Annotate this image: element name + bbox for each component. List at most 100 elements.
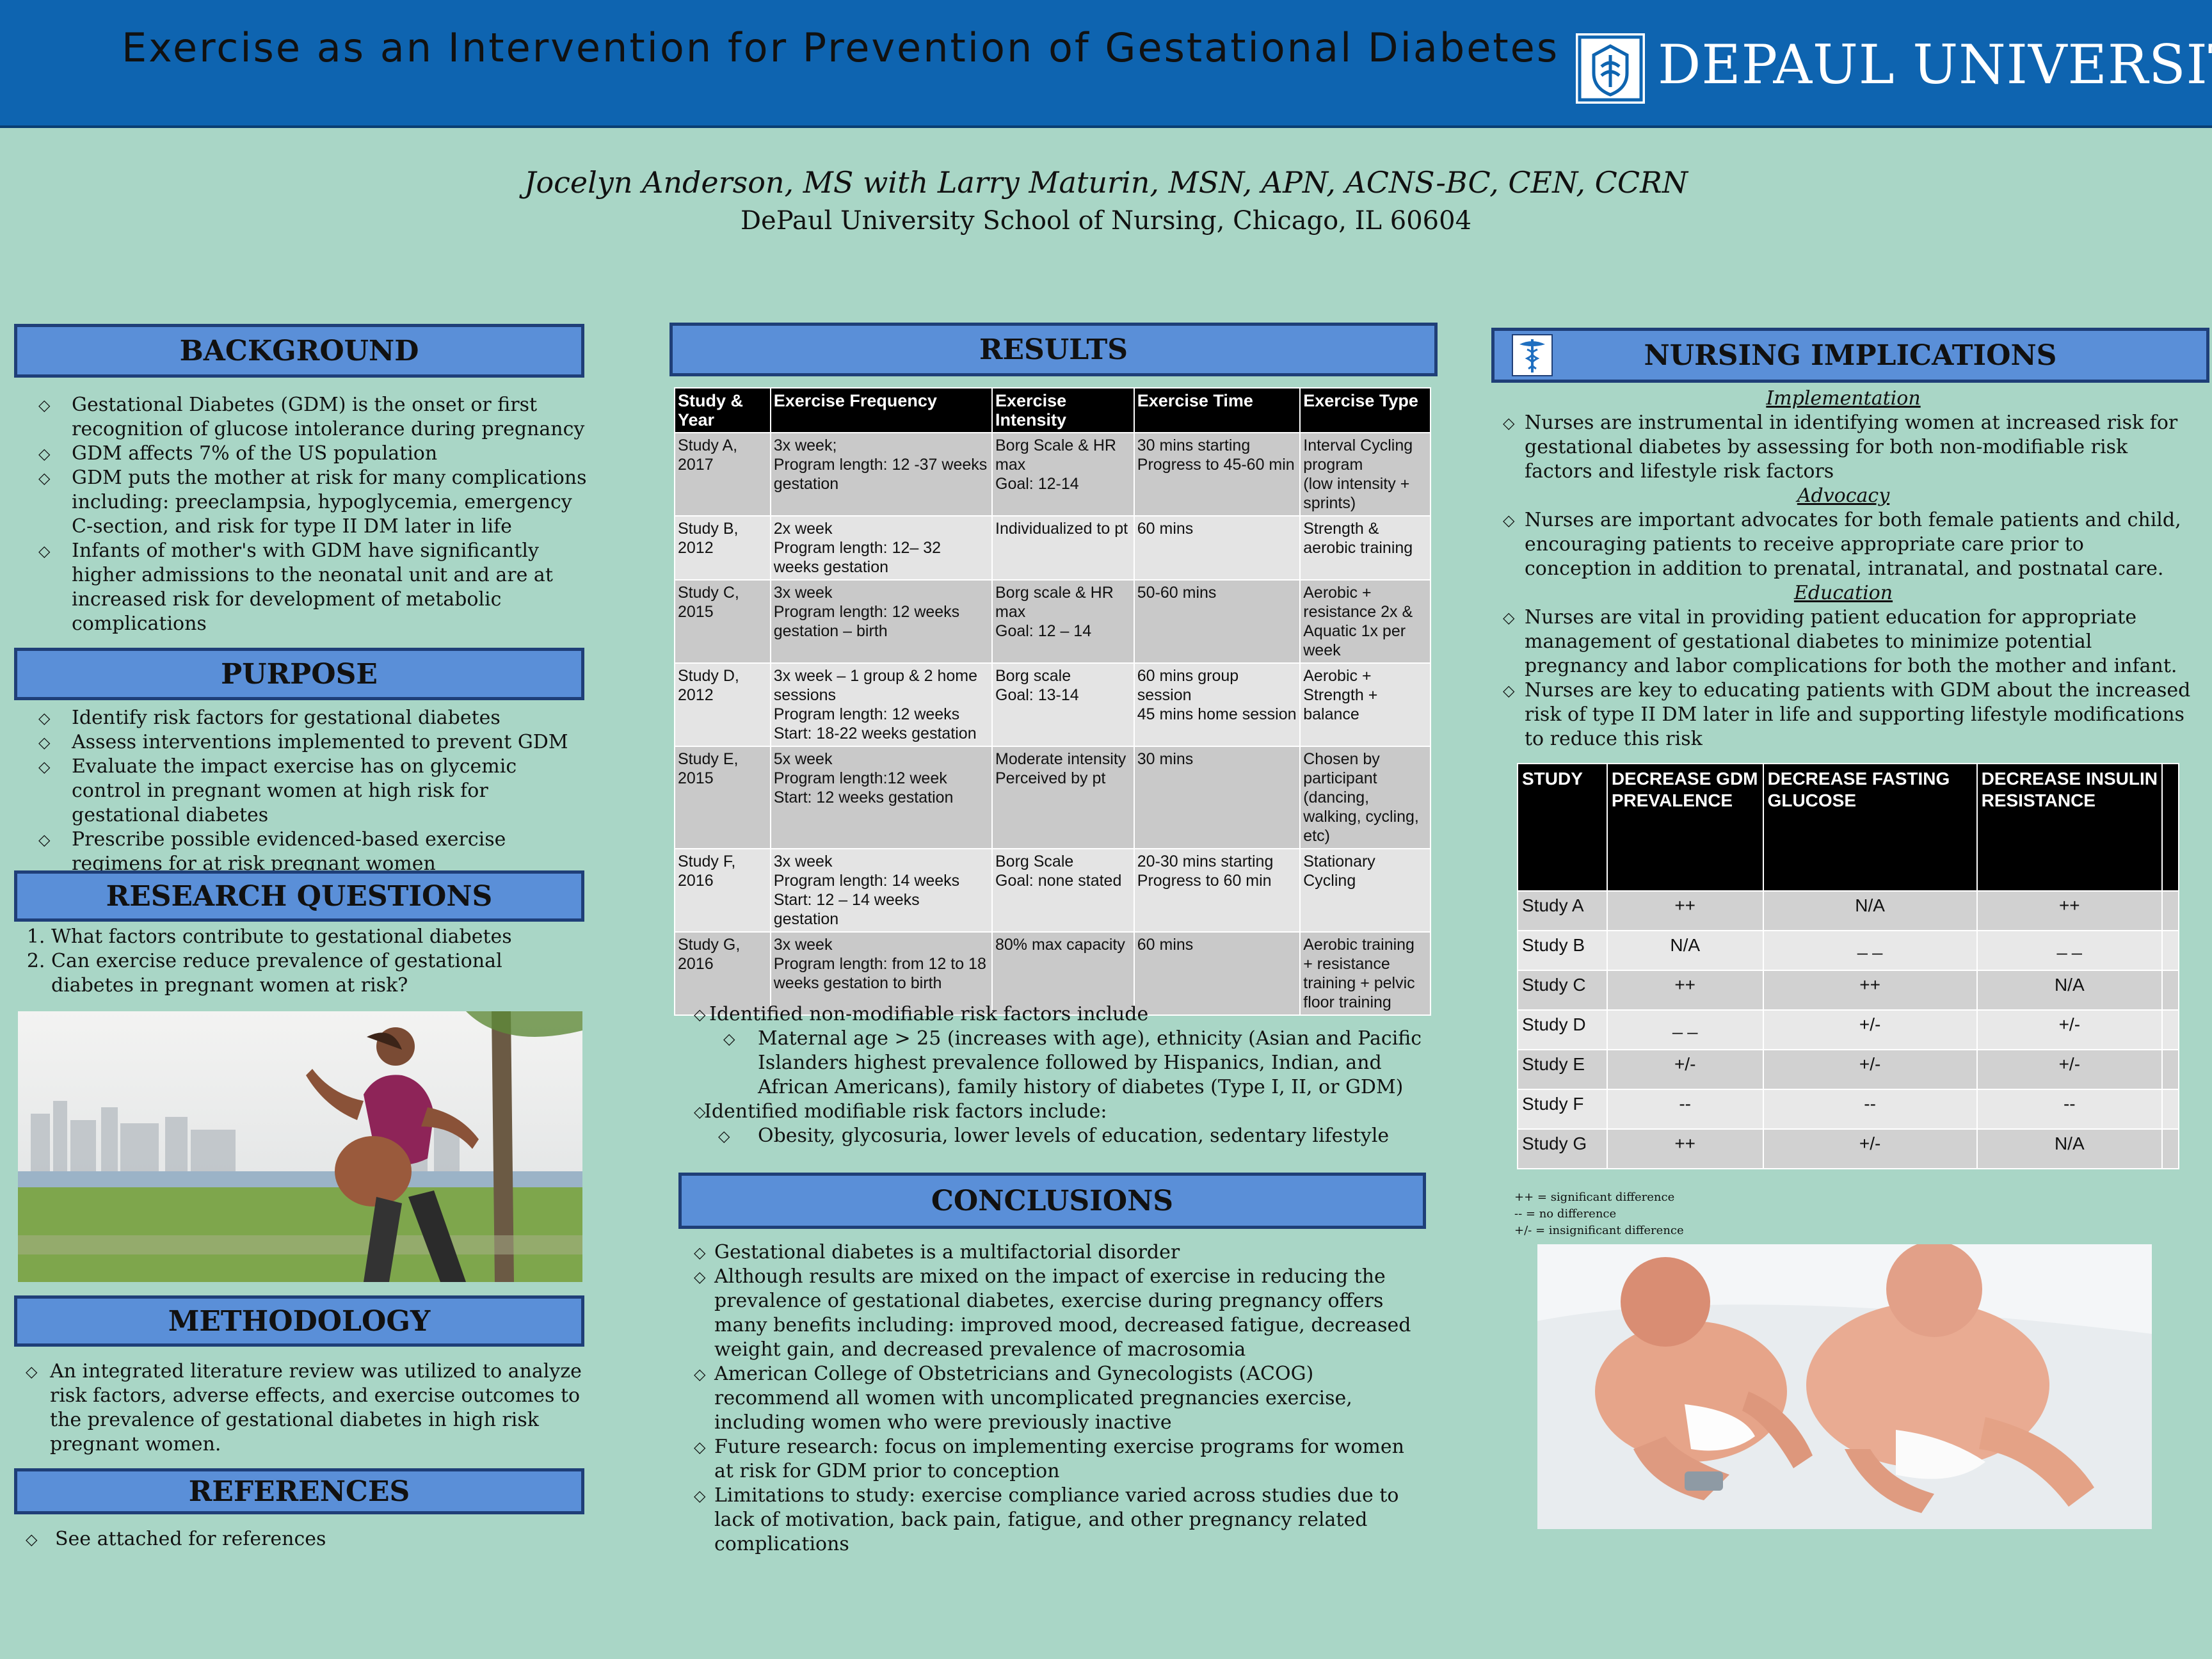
table-row: Study A ++ N/A ++ — [1517, 890, 2179, 931]
table-header: Exercise Time — [1133, 387, 1301, 433]
table-cell: Stationary Cycling — [1299, 848, 1431, 933]
table-row: Study C ++ ++ N/A — [1517, 970, 2179, 1011]
table-cell: Borg scale Goal: 13-14 — [991, 662, 1135, 747]
table-cell: ++ — [1606, 890, 1764, 931]
table-cell: -- — [1976, 1089, 2163, 1130]
table-header: Exercise Frequency — [769, 387, 993, 433]
nursing-item: Nurses are important advocates for both … — [1491, 508, 2195, 581]
legend-line: -- = no difference — [1514, 1207, 1617, 1221]
table-cell: ++ — [1976, 890, 2163, 931]
table-cell: Study C — [1517, 970, 1608, 1011]
research-questions-section: What factors contribute to gestational d… — [14, 925, 577, 998]
university-name: DEPAUL UNIVERSITY — [1658, 33, 2212, 96]
advocacy-label: Advocacy — [1797, 485, 1890, 507]
table-cell: Individualized to pt — [991, 515, 1135, 581]
table-cell: -- — [1606, 1089, 1764, 1130]
caduceus-icon — [1512, 334, 1553, 376]
table-cell: Study A, 2017 — [674, 432, 771, 517]
results-bullet: Identified modifiable risk factors inclu… — [682, 1100, 1438, 1148]
conclusions-heading: CONCLUSIONS — [678, 1173, 1426, 1229]
purpose-item: Prescribe possible evidenced-based exerc… — [27, 828, 590, 876]
table-cell-empty — [2161, 890, 2179, 931]
references-item: See attached for references — [14, 1527, 577, 1551]
table-cell: +/- — [1976, 1049, 2163, 1090]
table-cell: Study C, 2015 — [674, 579, 771, 664]
background-item: Infants of mother's with GDM have signif… — [27, 539, 590, 636]
results-bullet-text: Identified modifiable risk factors inclu… — [704, 1100, 1107, 1123]
table-cell: Chosen by participant (dancing, walking,… — [1299, 746, 1431, 849]
table-row: Study G, 2016 3x week Program length: fro… — [674, 931, 1431, 1016]
table-cell: 60 mins group session 45 mins home sessi… — [1133, 662, 1301, 747]
table-row: Study B N/A _ _ _ _ — [1517, 930, 2179, 971]
table-cell: +/- — [1762, 1049, 1978, 1090]
table-cell: Study F — [1517, 1089, 1608, 1130]
table-cell: N/A — [1976, 970, 2163, 1011]
table-row: Study F -- -- -- — [1517, 1089, 2179, 1130]
table-cell: 3x week Program length: 12 weeks gestati… — [769, 579, 993, 664]
methodology-item: An integrated literature review was util… — [14, 1359, 584, 1457]
background-item: GDM puts the mother at risk for many com… — [27, 466, 590, 539]
nursing-implications-title: NURSING IMPLICATIONS — [1644, 339, 2057, 372]
nursing-item: Nurses are vital in providing patient ed… — [1491, 605, 2195, 678]
purpose-heading: PURPOSE — [14, 648, 584, 700]
purpose-item: Evaluate the impact exercise has on glyc… — [27, 755, 590, 828]
table-cell: Borg scale & HR max Goal: 12 – 14 — [991, 579, 1135, 664]
results-bullets: Identified non-modifiable risk factors i… — [682, 1002, 1438, 1148]
table-row: Study E, 2015 5x week Program length:12 w… — [674, 746, 1431, 849]
table-cell-empty — [2161, 1049, 2179, 1090]
depaul-logo-icon — [1576, 33, 1645, 104]
methodology-section: An integrated literature review was util… — [14, 1359, 584, 1457]
purpose-item: Identify risk factors for gestational di… — [27, 706, 590, 730]
table-cell: +/- — [1606, 1049, 1764, 1090]
purpose-section: Identify risk factors for gestational di… — [27, 706, 590, 876]
table-cell: ++ — [1606, 970, 1764, 1011]
table-cell: 3x week Program length: 14 weeks Start: … — [769, 848, 993, 933]
table-header: Study & Year — [674, 387, 771, 433]
table-cell-empty — [2161, 930, 2179, 971]
table-cell-empty — [2161, 1009, 2179, 1050]
poster-title: Exercise as an Intervention for Preventi… — [122, 24, 1560, 71]
results-bullet-text: Identified non-modifiable risk factors i… — [709, 1003, 1149, 1025]
table-cell: ++ — [1762, 970, 1978, 1011]
table-cell: N/A — [1976, 1128, 2163, 1169]
nursing-implications-heading: NURSING IMPLICATIONS — [1491, 328, 2209, 383]
table-cell: -- — [1762, 1089, 1978, 1130]
table-header: Exercise Intensity — [991, 387, 1135, 433]
table-cell: _ _ — [1976, 930, 2163, 971]
table-cell: N/A — [1762, 890, 1978, 931]
table-cell: Study B — [1517, 930, 1608, 971]
table-cell: 5x week Program length:12 week Start: 12… — [769, 746, 993, 849]
table-cell: Aerobic + resistance 2x & Aquatic 1x per… — [1299, 579, 1431, 664]
table-cell: +/- — [1762, 1128, 1978, 1169]
research-questions-heading: RESEARCH QUESTIONS — [14, 870, 584, 922]
table-cell-empty — [2161, 1128, 2179, 1169]
conclusion-item: Gestational diabetes is a multifactorial… — [682, 1240, 1425, 1265]
table-cell-empty — [2161, 970, 2179, 1011]
table-cell: 50-60 mins — [1133, 579, 1301, 664]
table-cell: Borg Scale Goal: none stated — [991, 848, 1135, 933]
conclusions-section: Gestational diabetes is a multifactorial… — [682, 1240, 1425, 1557]
table-cell: Study G, 2016 — [674, 931, 771, 1016]
table-cell: 3x week – 1 group & 2 home sessions Prog… — [769, 662, 993, 747]
table-cell: _ _ — [1762, 930, 1978, 971]
table-cell: +/- — [1762, 1009, 1978, 1050]
table-cell: Study A — [1517, 890, 1608, 931]
table-header: DECREASE FASTING GLUCOSE — [1762, 763, 1978, 892]
conclusion-item: Although results are mixed on the impact… — [682, 1265, 1425, 1362]
table-cell: +/- — [1976, 1009, 2163, 1050]
table-cell: Study G — [1517, 1128, 1608, 1169]
table-header: DECREASE INSULIN RESISTANCE — [1976, 763, 2163, 892]
table-row: Study D _ _ +/- +/- — [1517, 1009, 2179, 1050]
outcomes-table: STUDY DECREASE GDM PREVALENCE DECREASE F… — [1517, 763, 2179, 1169]
table-row: Study B, 2012 2x week Program length: 12–… — [674, 515, 1431, 581]
table-cell: 30 mins — [1133, 746, 1301, 849]
table-cell: 60 mins — [1133, 931, 1301, 1016]
research-question: What factors contribute to gestational d… — [51, 925, 577, 949]
table-cell: Aerobic + Strength + balance — [1299, 662, 1431, 747]
background-heading: BACKGROUND — [14, 324, 584, 378]
table-cell: 3x week; Program length: 12 -37 weeks ge… — [769, 432, 993, 517]
nursing-item: Nurses are key to educating patients wit… — [1491, 678, 2195, 751]
table-cell: N/A — [1606, 930, 1764, 971]
table-row: Study C, 2015 3x week Program length: 12 … — [674, 579, 1431, 664]
results-heading: RESULTS — [669, 323, 1438, 376]
